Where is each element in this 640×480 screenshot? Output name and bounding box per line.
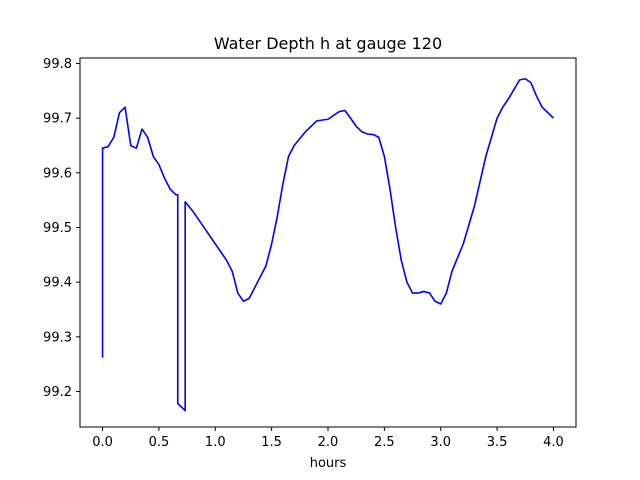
x-axis: 0.0 0.5 1.0 1.5 2.0 2.5 3.0 3.5 4.0	[92, 427, 564, 450]
x-tick-label: 1.0	[205, 435, 226, 450]
x-tick-label: 3.0	[430, 435, 451, 450]
chart-title: Water Depth h at gauge 120	[214, 34, 442, 53]
y-tick-label: 99.8	[43, 57, 72, 72]
y-tick-label: 99.5	[43, 221, 72, 236]
x-tick-label: 0.0	[92, 435, 113, 450]
x-tick-label: 1.5	[261, 435, 282, 450]
series-line-0	[101, 77, 555, 412]
x-tick-label: 3.5	[487, 435, 508, 450]
y-tick-label: 99.7	[43, 112, 72, 127]
y-tick-label: 99.6	[43, 166, 72, 181]
plot-frame	[79, 57, 577, 428]
x-tick-label: 4.0	[543, 435, 564, 450]
y-tick-label: 99.3	[43, 330, 72, 345]
y-tick-label: 99.4	[43, 276, 72, 291]
x-tick-label: 0.5	[149, 435, 170, 450]
x-tick-label: 2.0	[318, 435, 339, 450]
x-axis-label: hours	[310, 456, 347, 471]
y-axis: 99.2 99.3 99.4 99.5 99.6 99.7 99.8	[43, 57, 80, 400]
plot-area	[101, 77, 555, 412]
y-tick-label: 99.2	[43, 385, 72, 400]
x-tick-label: 2.5	[374, 435, 395, 450]
